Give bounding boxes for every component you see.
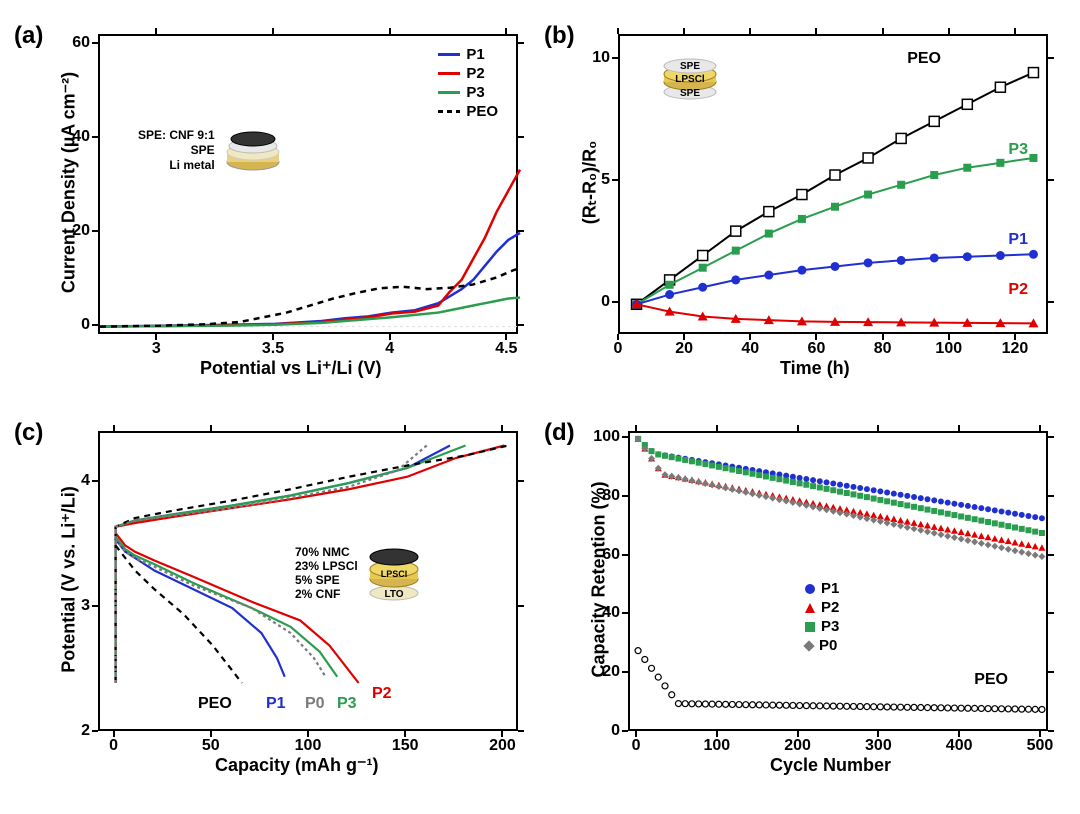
- label-c-p2: P2: [372, 685, 392, 703]
- label-c-p1: P1: [266, 695, 286, 713]
- legend-a-peo: PEO: [438, 103, 498, 120]
- inset-c-l1: 23% LPSCl: [295, 559, 358, 573]
- legend-d-p1: P1: [805, 580, 839, 597]
- legend-a-p2: P2: [438, 65, 498, 82]
- inset-c: 70% NMC 23% LPSCl 5% SPE 2% CNF LTO LPSC…: [295, 541, 422, 605]
- inset-a-label-2: Li metal: [138, 158, 215, 173]
- panel-b: (b) SPE LPSCl SPE PEO P3 P1 P2 (Rₜ-R₀): [550, 20, 1060, 397]
- panel-a-label: (a): [14, 22, 43, 50]
- panel-d-label: (d): [544, 419, 575, 447]
- legend-d-p3: P3: [805, 618, 839, 635]
- label-b-p3: P3: [1008, 141, 1028, 159]
- inset-b-lpscl: LPSCl: [675, 74, 705, 85]
- cell-icon: [223, 124, 283, 176]
- panel-a: (a) SPE: CNF 9:1 SPE Li metal: [20, 20, 530, 397]
- legend-d: P1 P2 P3 P0: [805, 578, 839, 656]
- legend-a-p1: P1: [438, 46, 498, 63]
- label-c-peo: PEO: [198, 695, 232, 713]
- panel-d: (d) P1 P2 P3 P0 PEO Capacity Retention (…: [550, 417, 1060, 794]
- inset-c-l0: 70% NMC: [295, 545, 358, 559]
- chart-a-area: SPE: CNF 9:1 SPE Li metal P1 P2 P3 PEO: [98, 34, 518, 334]
- chart-c-xlabel: Capacity (mAh g⁻¹): [215, 755, 379, 776]
- legend-d-p0: P0: [805, 637, 839, 654]
- label-c-p0: P0: [305, 695, 325, 713]
- inset-b-spe-bot: SPE: [680, 88, 700, 99]
- chart-d-xlabel: Cycle Number: [770, 755, 891, 776]
- chart-c-area: 70% NMC 23% LPSCl 5% SPE 2% CNF LTO LPSC…: [98, 431, 518, 731]
- label-b-p2: P2: [1008, 281, 1028, 299]
- inset-a-label-0: SPE: CNF 9:1: [138, 128, 215, 143]
- label-c-p3: P3: [337, 695, 357, 713]
- inset-b-spe-top: SPE: [680, 61, 700, 72]
- panel-c: (c) 70% NMC 23% LPSCl 5% SPE 2% CNF LTO …: [20, 417, 530, 794]
- inset-b: SPE LPSCl SPE: [660, 52, 720, 109]
- cell-icon-c: LTO LPSCl: [366, 541, 422, 605]
- inset-a-labels: SPE: CNF 9:1 SPE Li metal: [138, 128, 215, 173]
- sandwich-icon: SPE LPSCl SPE: [660, 52, 720, 104]
- chart-d-area: P1 P2 P3 P0 PEO: [628, 431, 1048, 731]
- svg-text:LTO: LTO: [384, 589, 403, 600]
- panel-c-label: (c): [14, 419, 43, 447]
- inset-a-label-1: SPE: [138, 143, 215, 158]
- svg-text:LPSCl: LPSCl: [380, 569, 407, 579]
- inset-c-labels: 70% NMC 23% LPSCl 5% SPE 2% CNF: [295, 545, 358, 601]
- chart-b-area: SPE LPSCl SPE PEO P3 P1 P2: [618, 34, 1048, 334]
- label-b-peo: PEO: [907, 50, 941, 68]
- chart-b-xlabel: Time (h): [780, 358, 850, 379]
- legend-a-p3: P3: [438, 84, 498, 101]
- inset-a: SPE: CNF 9:1 SPE Li metal: [138, 124, 283, 176]
- chart-a-xlabel: Potential vs Li⁺/Li (V): [200, 358, 382, 379]
- inset-c-l3: 2% CNF: [295, 587, 358, 601]
- legend-d-p2: P2: [805, 599, 839, 616]
- figure-grid: (a) SPE: CNF 9:1 SPE Li metal: [20, 20, 1060, 794]
- inset-c-l2: 5% SPE: [295, 573, 358, 587]
- label-d-peo: PEO: [974, 671, 1008, 689]
- panel-b-label: (b): [544, 22, 575, 50]
- chart-c-ylabel: Potential (V vs. Li⁺/Li): [59, 455, 80, 705]
- legend-a: P1 P2 P3 PEO: [438, 44, 498, 122]
- label-b-p1: P1: [1008, 231, 1028, 249]
- chart-a-ylabel: Current Density (µA cm⁻²): [59, 58, 80, 308]
